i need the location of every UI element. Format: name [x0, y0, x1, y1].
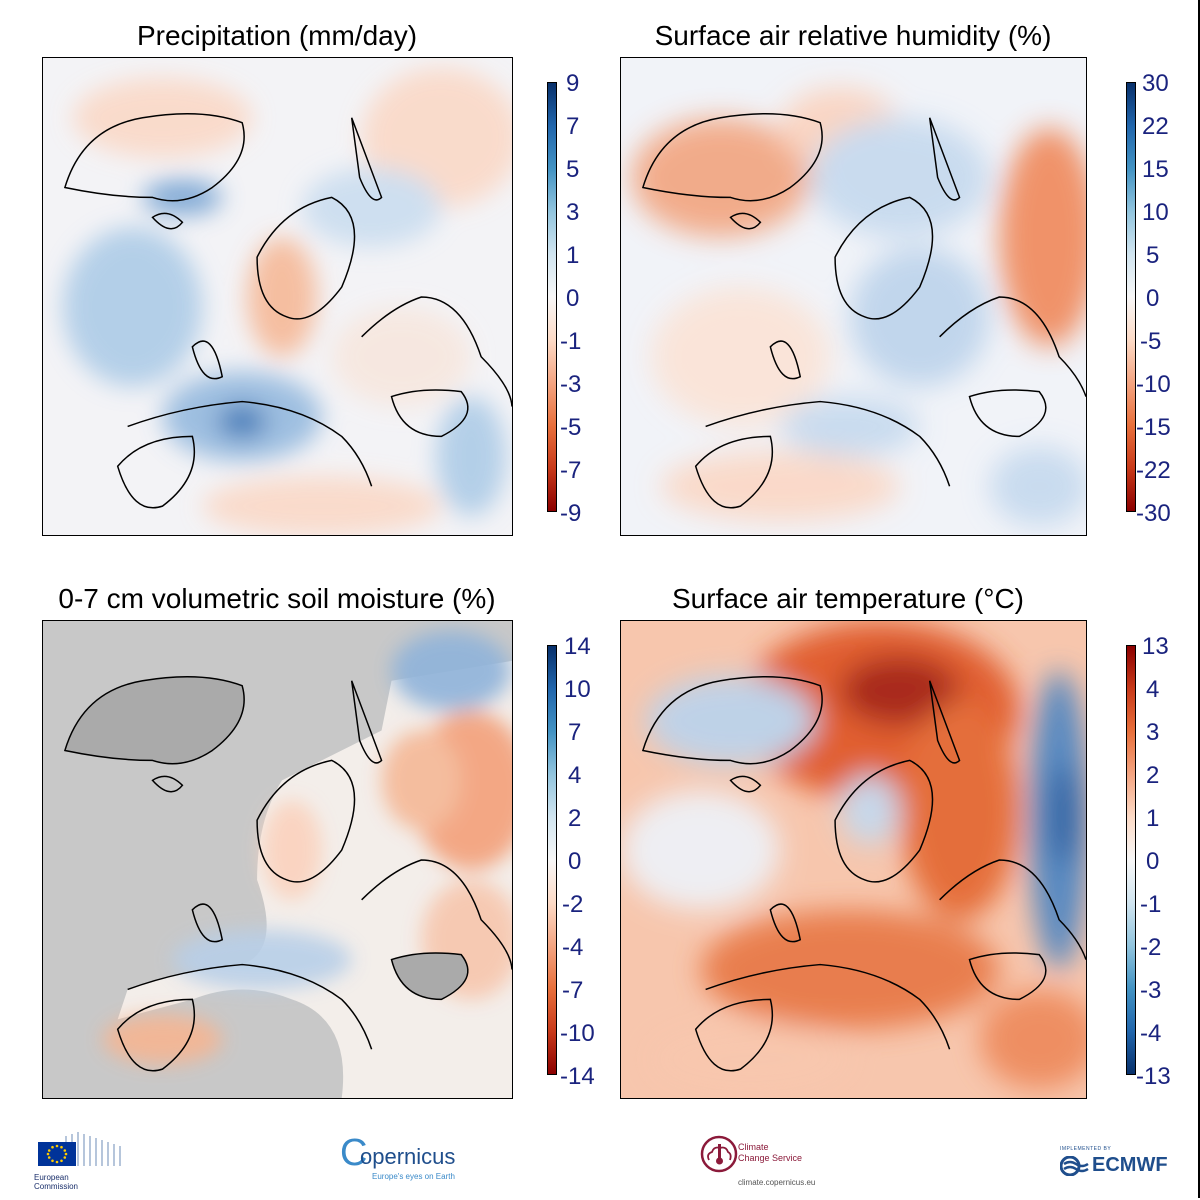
panel-title: Surface air relative humidity (%)	[654, 20, 1052, 51]
ecmwf-logo[interactable]: IMPLEMENTED BY ECMWF	[1060, 1146, 1188, 1186]
humidity-tick: 22	[1142, 113, 1169, 140]
precipitation-tick: -5	[560, 414, 582, 441]
precipitation-colorbar	[547, 82, 557, 512]
coastline-lines	[641, 676, 1086, 1072]
humidity-tick: 30	[1142, 70, 1169, 97]
temperature-tick: 4	[1146, 676, 1160, 703]
copernicus-logo[interactable]: C opernicus Europe's eyes on Earth	[340, 1132, 470, 1194]
temperature-tick: -1	[1140, 891, 1162, 918]
humidity-tick: 0	[1146, 285, 1160, 312]
humidity-tick: 10	[1142, 199, 1169, 226]
soil-moisture-tick: 7	[568, 719, 582, 746]
humidity-tick: 15	[1142, 156, 1169, 183]
panel-title: Precipitation (mm/day)	[136, 20, 418, 51]
humidity-map[interactable]	[620, 57, 1087, 536]
temperature-tick: -3	[1140, 977, 1162, 1004]
soil-moisture-tick: -2	[562, 891, 584, 918]
ec-building-icon	[34, 1132, 124, 1166]
temperature-tick: -13	[1136, 1063, 1171, 1090]
precipitation-tick: -1	[560, 328, 582, 355]
copernicus-name: opernicus	[360, 1144, 456, 1169]
footer: European Commission C opernicus Europe's…	[0, 1120, 1200, 1200]
ecmwf-name: ECMWF	[1092, 1154, 1168, 1176]
precipitation-tick: -3	[560, 371, 582, 398]
c3s-url: climate.copernicus.eu	[738, 1178, 816, 1187]
precipitation-tick: 0	[566, 285, 580, 312]
humidity-tick: -30	[1136, 500, 1171, 527]
precipitation-tick: -7	[560, 457, 582, 484]
c3s-line1: Climate	[738, 1142, 769, 1152]
panel-title: 0-7 cm volumetric soil moisture (%)	[58, 583, 496, 614]
copernicus-tagline: Europe's eyes on Earth	[372, 1172, 455, 1181]
panel-title: Surface air temperature (°C)	[672, 583, 1024, 614]
soil-moisture-colorbar	[547, 645, 557, 1075]
humidity-tick: -5	[1140, 328, 1162, 355]
humidity-tick: -10	[1136, 371, 1171, 398]
coastline-lines	[63, 113, 512, 509]
ec-name-line2: Commission	[34, 1182, 79, 1191]
soil-moisture-tick: -10	[560, 1020, 595, 1047]
precipitation-tick: 5	[566, 156, 580, 183]
eu-stars-icon	[46, 1144, 68, 1164]
precipitation-tick: 1	[566, 242, 580, 269]
coastline-lines	[641, 113, 1086, 509]
coastline-lines	[63, 676, 512, 1072]
c3s-logo[interactable]: Climate Change Service climate.copernicu…	[700, 1134, 840, 1194]
copernicus-initial: C	[340, 1132, 368, 1174]
soil-moisture-tick: -14	[560, 1063, 595, 1090]
temperature-tick: -2	[1140, 934, 1162, 961]
c3s-line2: Change Service	[738, 1153, 803, 1163]
soil-moisture-tick: 4	[568, 762, 582, 789]
temperature-tick: 13	[1142, 633, 1169, 660]
precipitation-tick: -9	[560, 500, 582, 527]
ecmwf-wave-icon	[1060, 1155, 1089, 1176]
soil-moisture-tick: -7	[562, 977, 584, 1004]
precipitation-map[interactable]	[42, 57, 513, 536]
precipitation-tick: 7	[566, 113, 580, 140]
thermometer-cloud-icon	[700, 1135, 738, 1173]
soil-moisture-tick: 2	[568, 805, 582, 832]
soil-moisture-map[interactable]	[42, 620, 513, 1099]
temperature-tick: -4	[1140, 1020, 1162, 1047]
temperature-tick: 2	[1146, 762, 1160, 789]
temperature-map[interactable]	[620, 620, 1087, 1099]
humidity-tick: 5	[1146, 242, 1160, 269]
humidity-tick: -15	[1136, 414, 1171, 441]
soil-moisture-tick: 14	[564, 633, 591, 660]
soil-moisture-tick: -4	[562, 934, 584, 961]
ecmwf-implemented-by: IMPLEMENTED BY	[1060, 1146, 1112, 1152]
precipitation-tick: 9	[566, 70, 580, 97]
temperature-colorbar	[1126, 645, 1136, 1075]
precipitation-tick: 3	[566, 199, 580, 226]
european-commission-logo[interactable]: European Commission	[34, 1132, 124, 1194]
humidity-tick: -22	[1136, 457, 1171, 484]
ec-name-line1: European	[34, 1173, 69, 1182]
soil-moisture-tick: 0	[568, 848, 582, 875]
temperature-tick: 3	[1146, 719, 1160, 746]
humidity-colorbar	[1126, 82, 1136, 512]
temperature-tick: 0	[1146, 848, 1160, 875]
temperature-tick: 1	[1146, 805, 1160, 832]
soil-moisture-tick: 10	[564, 676, 591, 703]
